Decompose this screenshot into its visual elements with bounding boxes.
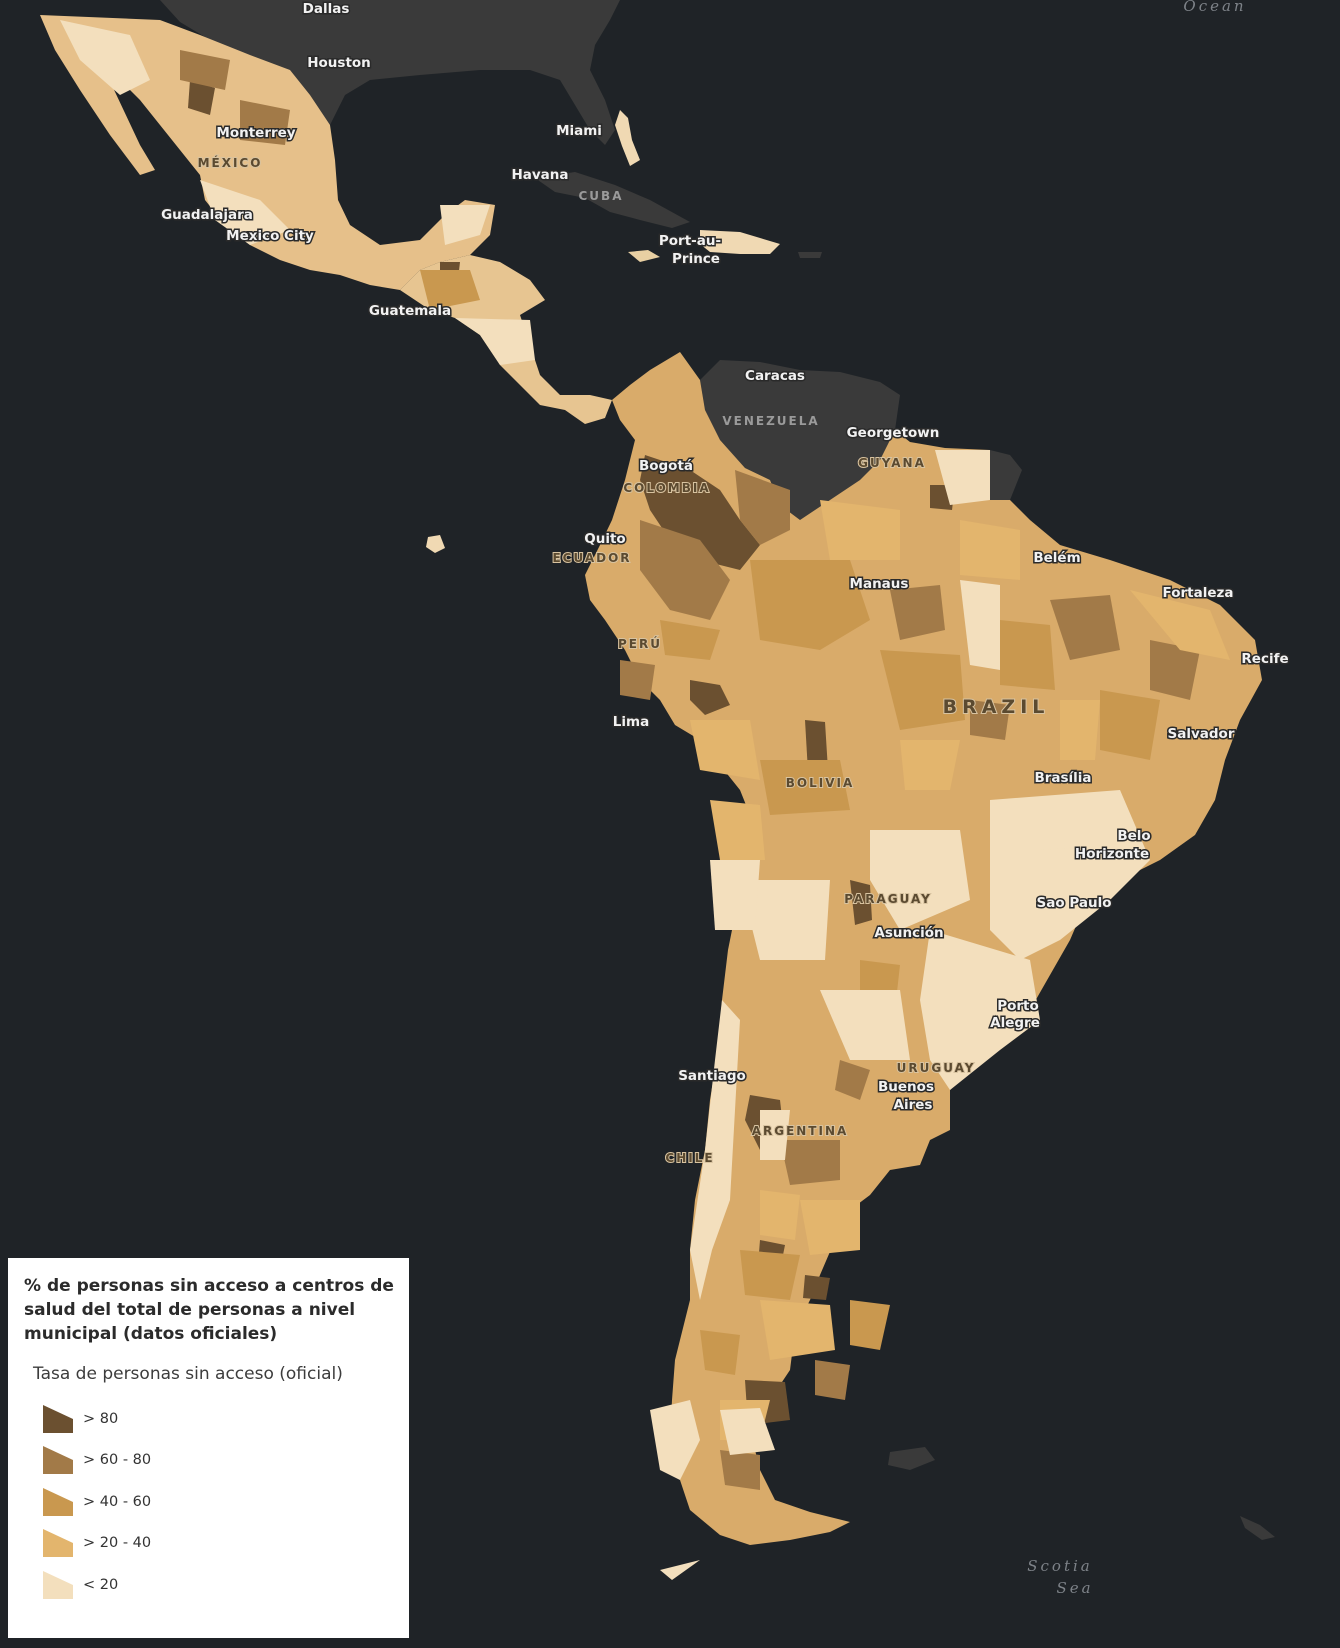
label-paraguay: PARAGUAY (844, 892, 932, 906)
map-legend: % de personas sin acceso a centros de sa… (8, 1258, 409, 1638)
label-buenos: Buenos (878, 1079, 934, 1095)
label-scotia: Scotia (1027, 1557, 1092, 1575)
label-sao-paulo: Sao Paulo (1037, 895, 1112, 911)
label-manaus: Manaus (850, 576, 909, 592)
land-venezuela (700, 360, 900, 520)
label-miami: Miami (556, 123, 602, 139)
label-asuncion: Asunción (874, 925, 943, 941)
legend-item-20-40: > 20 - 40 (43, 1523, 399, 1565)
label-dallas: Dallas (303, 1, 350, 17)
land-united-states (160, 0, 620, 145)
land-falklands (888, 1447, 935, 1470)
label-brasilia: Brasília (1034, 770, 1091, 786)
label-cuba: CUBA (579, 189, 624, 203)
label-brazil: BRAZIL (943, 696, 1050, 718)
label-ecuador: ECUADOR (552, 551, 631, 565)
legend-label: < 20 (83, 1576, 119, 1593)
label-fortaleza: Fortaleza (1163, 585, 1234, 601)
label-mexico-city: Mexico City (226, 228, 314, 244)
land-bahamas (615, 110, 640, 166)
label-port-au: Port-au- (659, 233, 721, 249)
label-aires: Aires (894, 1097, 933, 1113)
land-hispaniola (700, 230, 780, 254)
land-south-georgia (1240, 1516, 1275, 1540)
label-monterrey: Monterrey (216, 125, 295, 141)
label-sea: Sea (1056, 1579, 1093, 1597)
class-lt20-areas (60, 20, 1150, 1580)
legend-item-lt20: < 20 (43, 1564, 399, 1606)
legend-swatch-60-80 (43, 1446, 73, 1475)
land-puerto-rico (798, 252, 822, 258)
land-french-guiana (990, 450, 1022, 500)
class-60-80-areas (180, 50, 1200, 1490)
legend-label: > 20 - 40 (83, 1535, 152, 1552)
label-lima: Lima (613, 714, 649, 730)
land-galapagos (426, 535, 445, 553)
label-alegre: Alegre (990, 1015, 1040, 1031)
label-guyana: GUYANA (858, 456, 926, 470)
legend-label: > 60 - 80 (83, 1452, 152, 1469)
label-uruguay: URUGUAY (897, 1061, 976, 1075)
label-ocean: Ocean (1183, 0, 1246, 15)
legend-swatch-gt80 (43, 1404, 73, 1433)
label-caracas: Caracas (745, 368, 805, 384)
label-bogota: Bogotá (639, 458, 693, 474)
legend-item-60-80: > 60 - 80 (43, 1440, 399, 1482)
map-labels: Dallas Houston Ocean Monterrey MÉXICO Mi… (160, 0, 1291, 1597)
legend-label: > 80 (83, 1410, 119, 1427)
legend-label: > 40 - 60 (83, 1493, 152, 1510)
legend-subtitle: Tasa de personas sin acceso (oficial) (33, 1364, 343, 1384)
label-salvador: Salvador (1168, 726, 1235, 742)
label-belem: Belém (1033, 550, 1080, 566)
land-mexico (40, 15, 495, 290)
legend-swatch-20-40 (43, 1529, 73, 1558)
label-porto: Porto (997, 998, 1039, 1014)
legend-item-40-60: > 40 - 60 (43, 1481, 399, 1523)
legend-swatch-lt20 (43, 1570, 73, 1599)
label-recife: Recife (1241, 651, 1288, 667)
label-venezuela: VENEZUELA (722, 414, 819, 428)
label-colombia: COLOMBIA (623, 481, 710, 495)
label-horizonte: Horizonte (1075, 846, 1149, 862)
label-chile: CHILE (665, 1151, 714, 1165)
label-argentina: ARGENTINA (752, 1124, 849, 1138)
legend-swatch-40-60 (43, 1487, 73, 1516)
label-santiago: Santiago (678, 1068, 746, 1084)
legend-item-gt80: > 80 (43, 1398, 399, 1440)
land-cuba (535, 172, 690, 228)
land-jamaica (628, 250, 660, 262)
legend-title: % de personas sin acceso a centros de sa… (24, 1276, 394, 1344)
label-havana: Havana (511, 167, 568, 183)
label-peru: PERÚ (618, 636, 662, 651)
label-bolivia: BOLIVIA (786, 776, 855, 790)
label-guatemala: Guatemala (369, 303, 451, 319)
label-quito: Quito (584, 531, 625, 547)
label-guadalajara: Guadalajara (161, 207, 253, 223)
label-prince: Prince (672, 251, 720, 267)
legend-items: > 80 > 60 - 80 > 40 - 60 > 20 - 40 < 20 (16, 1398, 399, 1606)
label-houston: Houston (307, 55, 371, 71)
class-40-60-areas (420, 270, 1160, 1375)
label-mexico: MÉXICO (198, 155, 263, 170)
label-belo: Belo (1117, 828, 1150, 844)
label-georgetown: Georgetown (847, 425, 940, 441)
